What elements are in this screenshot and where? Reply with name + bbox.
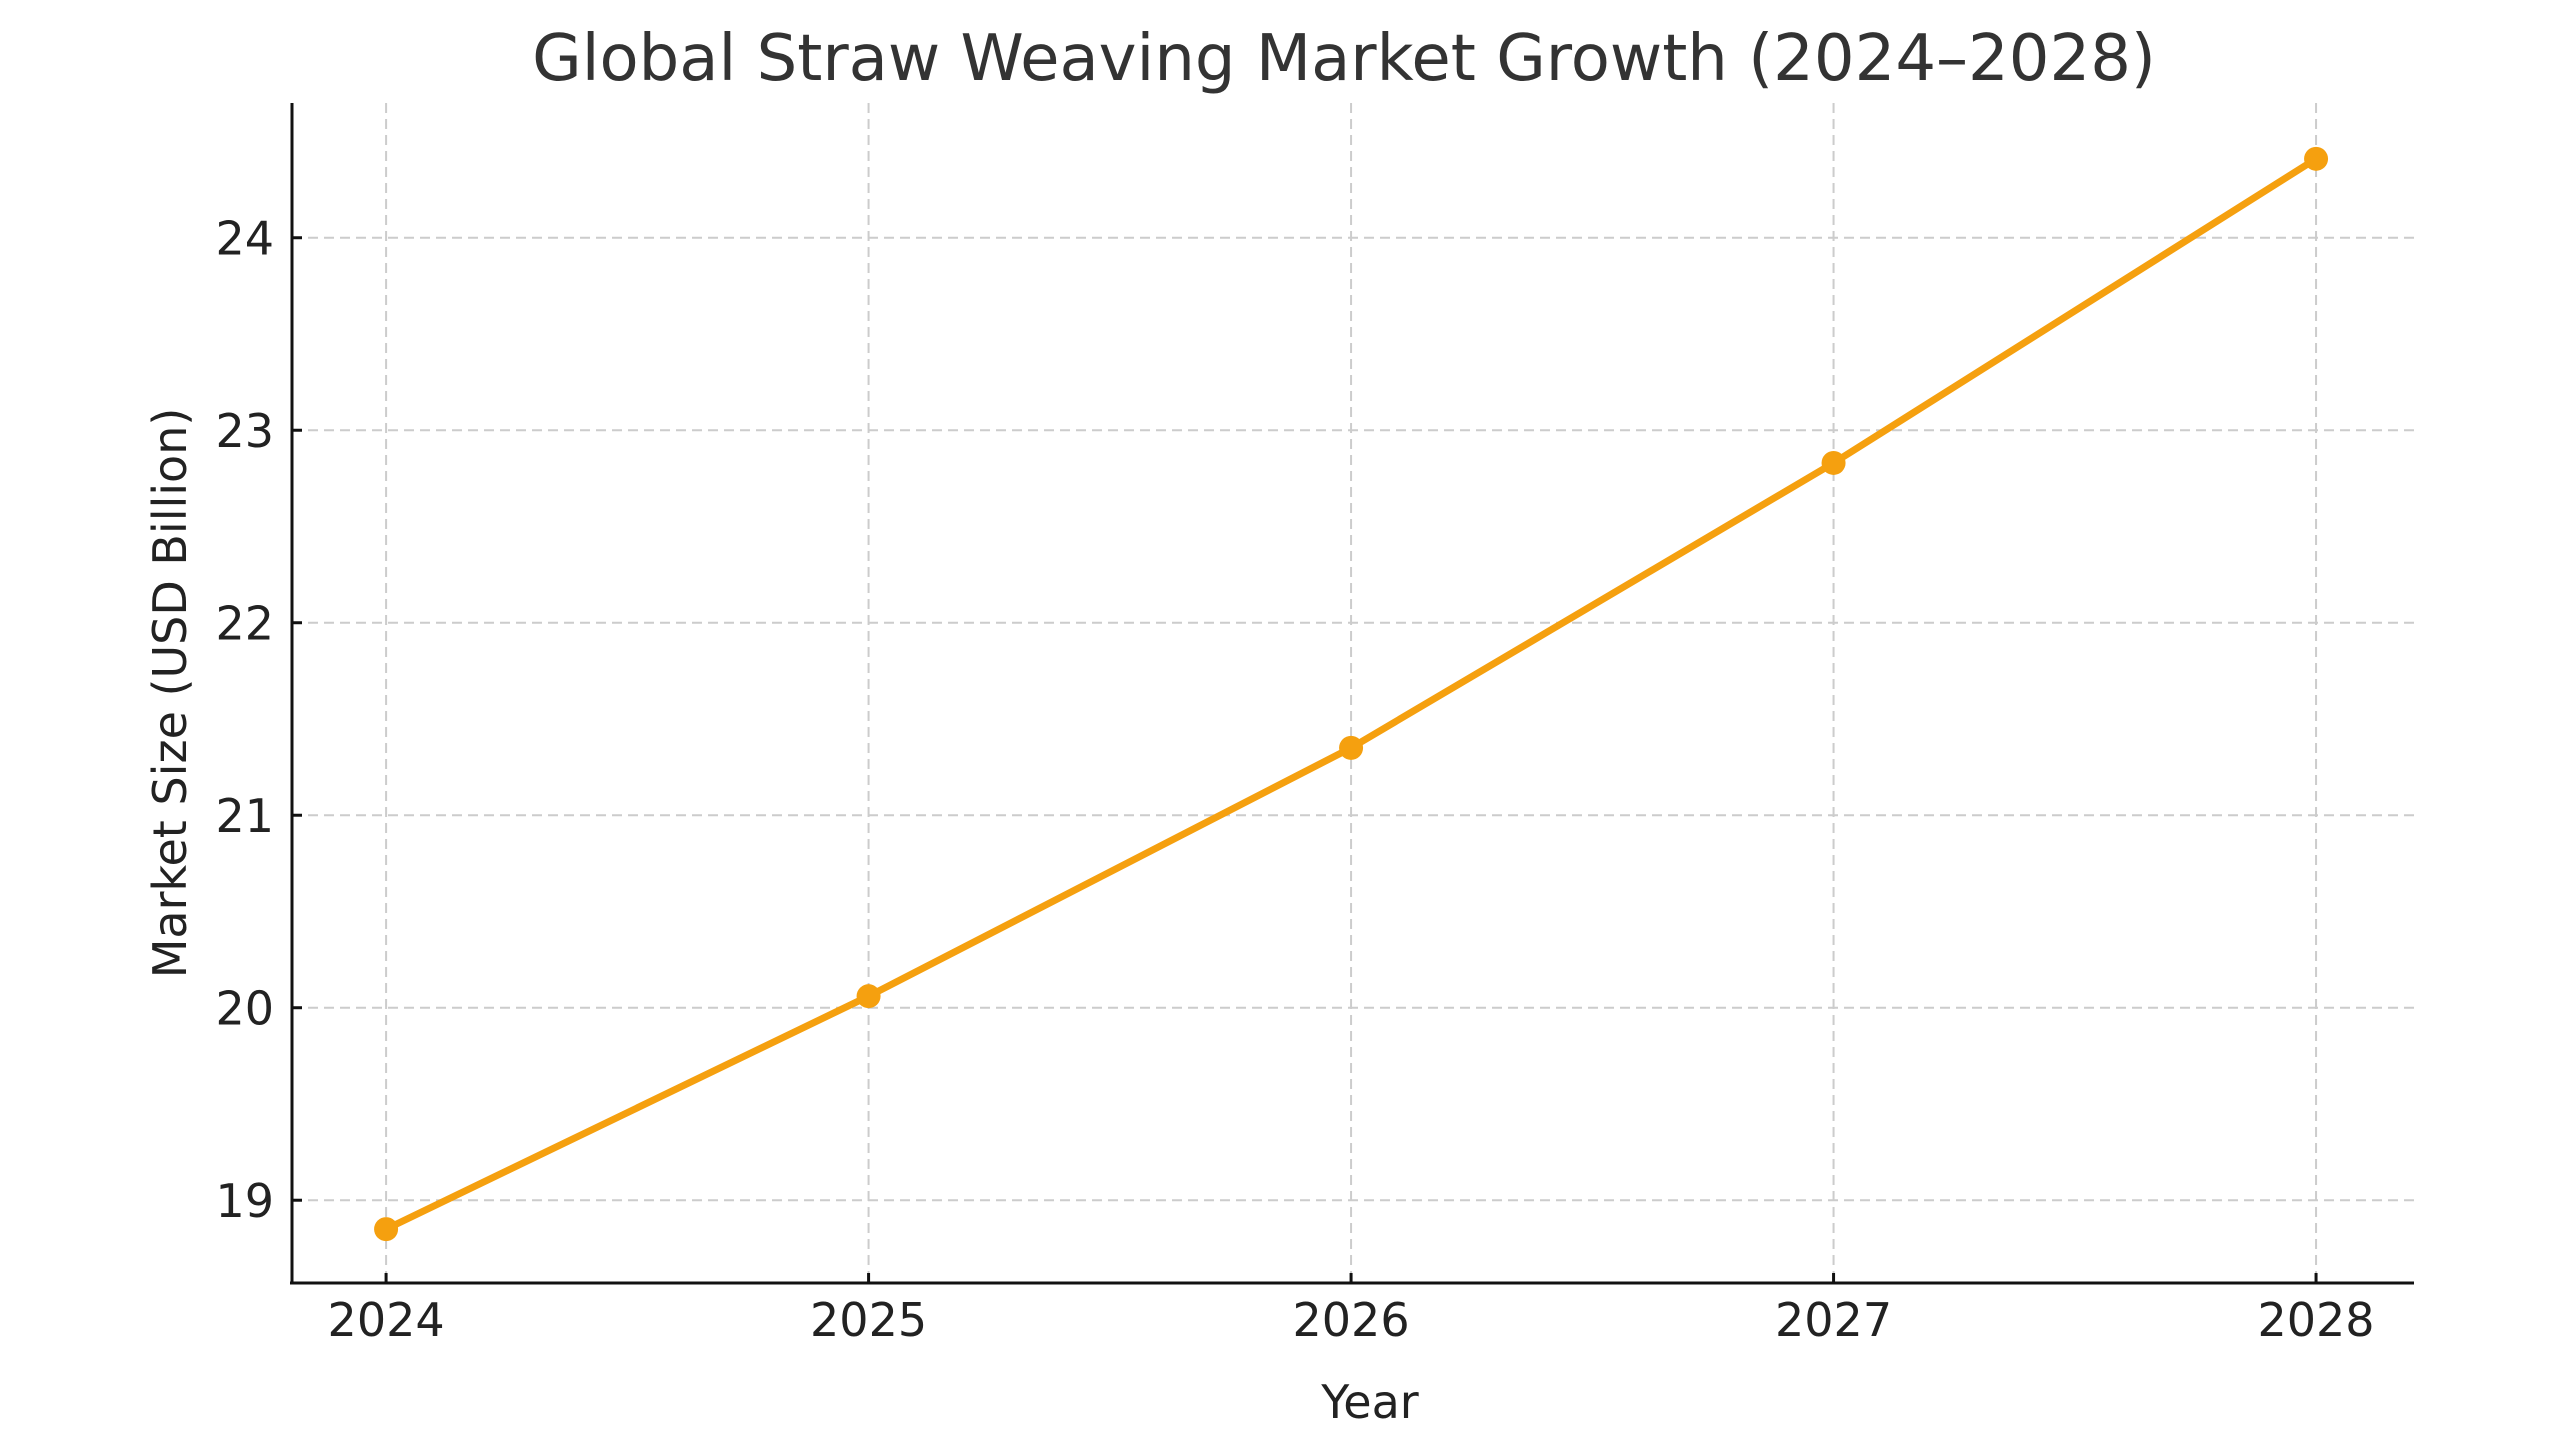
x-tick-label: 2028 [2258,1293,2375,1347]
y-tick-label: 21 [215,789,274,843]
x-tick-label: 2026 [1293,1293,1410,1347]
data-series [374,146,2329,1242]
data-point-marker [1339,735,1364,760]
x-axis-label: Year [1320,1375,1418,1429]
data-point-marker [374,1217,399,1242]
grid-lines [292,103,2414,1283]
data-point-marker [1821,450,1846,475]
y-tick-label: 23 [215,404,274,458]
y-axis-label: Market Size (USD Billion) [143,408,197,979]
chart-title: Global Straw Weaving Market Growth (2024… [532,22,2156,96]
data-point-marker [2304,146,2329,171]
y-tick-label: 22 [215,597,274,651]
x-tick-label: 2025 [810,1293,927,1347]
axis-ticks: 2024 2025 2026 2027 2028 19 20 21 22 23 24 [215,212,2374,1347]
x-tick-label: 2024 [328,1293,445,1347]
x-tick-label: 2027 [1775,1293,1892,1347]
y-tick-label: 19 [215,1174,274,1228]
y-tick-label: 20 [215,982,274,1036]
data-point-marker [856,984,881,1009]
y-tick-label: 24 [215,212,274,266]
